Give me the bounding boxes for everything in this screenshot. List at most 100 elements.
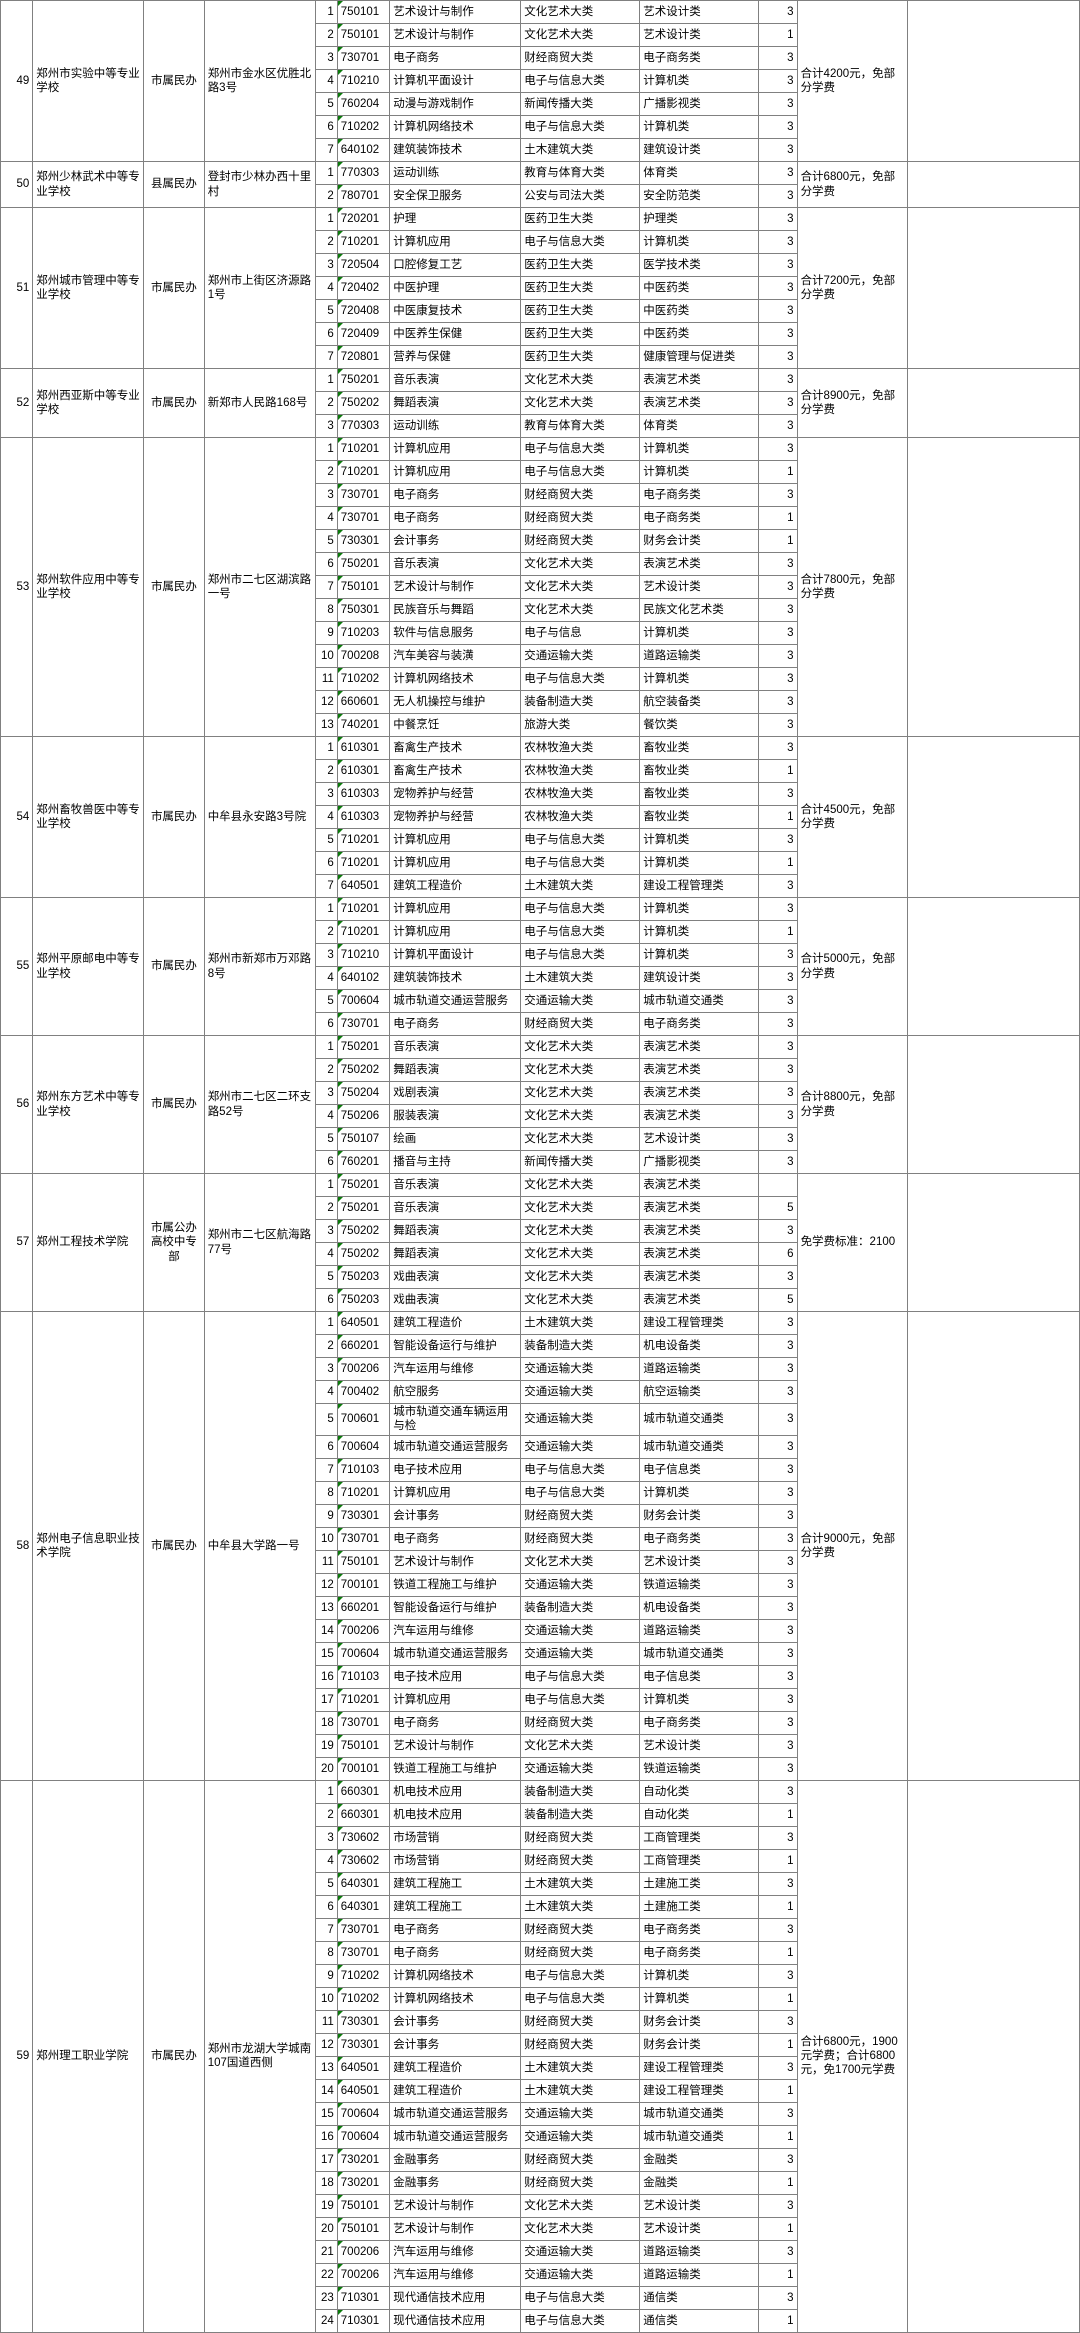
major-name: 艺术设计与制作 (389, 2216, 522, 2241)
major-name: 计算机应用 (389, 897, 522, 921)
major-big-category: 文化艺术大类 (520, 1196, 641, 1220)
major-category: 道路运输类 (639, 644, 760, 668)
major-duration-years: 3 (758, 1219, 798, 1243)
school-address: 中牟县大学路一号 (203, 1311, 316, 1781)
major-big-category: 财经商贸大类 (520, 2009, 641, 2034)
row-number: 50 (0, 161, 34, 208)
school-ownership-type: 县属民办 (143, 161, 205, 208)
major-name: 市场营销 (389, 1848, 522, 1873)
tuition-fee-standard: 合计8800元，免部分学费 (796, 1035, 909, 1174)
major-name: 计算机应用 (389, 851, 522, 875)
major-code: 710202 (336, 1963, 391, 1988)
major-category: 城市轨道交通类 (639, 1434, 760, 1459)
major-index: 18 (314, 2170, 338, 2195)
major-duration-years: 3 (758, 897, 798, 921)
school-address: 登封市少林办西十里村 (203, 161, 316, 208)
major-duration-years: 3 (758, 1503, 798, 1528)
major-index: 8 (314, 1940, 338, 1965)
major-name: 计算机网络技术 (389, 115, 522, 139)
major-big-category: 交通运输大类 (520, 1641, 641, 1666)
major-duration-years: 3 (758, 2285, 798, 2310)
major-code: 700601 (336, 1403, 391, 1436)
major-big-category: 农林牧渔大类 (520, 782, 641, 806)
major-code: 750101 (336, 575, 391, 599)
major-duration-years: 3 (758, 1526, 798, 1551)
major-index: 4 (314, 1848, 338, 1873)
school-ownership-type: 市属民办 (143, 437, 205, 737)
major-big-category: 文化艺术大类 (520, 23, 641, 47)
major-big-category: 电子与信息大类 (520, 1457, 641, 1482)
major-category: 电子商务类 (639, 1012, 760, 1036)
major-duration-years: 3 (758, 828, 798, 852)
major-index: 6 (314, 1150, 338, 1174)
major-category: 中医药类 (639, 322, 760, 346)
major-duration-years: 3 (758, 1434, 798, 1459)
table-row: 8 710201 计算机应用 电子与信息大类 计算机类 3 (1, 1480, 1080, 1505)
major-code: 710201 (336, 897, 391, 921)
major-duration-years: 3 (758, 1572, 798, 1597)
major-index: 6 (314, 1894, 338, 1919)
major-code: 710203 (336, 621, 391, 645)
major-big-category: 文化艺术大类 (520, 391, 641, 415)
major-category: 财务会计类 (639, 2009, 760, 2034)
major-category: 城市轨道交通类 (639, 2101, 760, 2126)
major-name: 计算机平面设计 (389, 69, 522, 93)
tuition-fee-standard: 合计9000元，免部分学费 (796, 1311, 909, 1781)
major-code: 750202 (336, 1242, 391, 1266)
major-index: 2 (314, 1058, 338, 1082)
major-duration-years: 1 (758, 529, 798, 553)
major-big-category: 教育与体育大类 (520, 414, 641, 438)
major-duration-years: 3 (758, 1403, 798, 1436)
major-index: 2 (314, 184, 338, 208)
table-row: 3 730602 市场营销 财经商贸大类 工商管理类 3 (1, 1825, 1080, 1850)
school-name: 郑州平原邮电中等专业学校 (32, 897, 145, 1036)
major-big-category: 文化艺术大类 (520, 1058, 641, 1082)
major-code: 710201 (336, 1480, 391, 1505)
major-duration-years: 3 (758, 1687, 798, 1712)
major-name: 艺术设计与制作 (389, 23, 522, 47)
major-duration-years: 1 (758, 1940, 798, 1965)
major-code: 710202 (336, 1986, 391, 2011)
major-duration-years: 3 (758, 782, 798, 806)
major-index: 17 (314, 1687, 338, 1712)
major-duration-years: 3 (758, 713, 798, 737)
major-index: 5 (314, 92, 338, 116)
major-name: 艺术设计与制作 (389, 1549, 522, 1574)
major-big-category: 电子与信息大类 (520, 1480, 641, 1505)
major-category: 计算机类 (639, 828, 760, 852)
major-big-category: 土木建筑大类 (520, 1311, 641, 1335)
school-address: 郑州市二七区二环支路52号 (203, 1035, 316, 1174)
major-category: 民族文化艺术类 (639, 598, 760, 622)
major-index: 18 (314, 1710, 338, 1735)
major-name: 建筑工程施工 (389, 1871, 522, 1896)
row-number: 52 (0, 368, 34, 438)
school-address: 郑州市新郑市万邓路8号 (203, 897, 316, 1036)
major-code: 700206 (336, 2262, 391, 2287)
major-big-category: 土木建筑大类 (520, 2078, 641, 2103)
major-index: 5 (314, 828, 338, 852)
major-category: 财务会计类 (639, 2032, 760, 2057)
major-index: 19 (314, 1733, 338, 1758)
major-code: 750101 (336, 0, 391, 24)
major-big-category: 文化艺术大类 (520, 1104, 641, 1128)
major-name: 建筑工程造价 (389, 2078, 522, 2103)
major-code: 750202 (336, 1058, 391, 1082)
major-big-category: 财经商贸大类 (520, 1848, 641, 1873)
major-index: 1 (314, 897, 338, 921)
major-big-category: 电子与信息大类 (520, 2285, 641, 2310)
major-big-category: 交通运输大类 (520, 1357, 641, 1381)
major-duration-years: 3 (758, 207, 798, 231)
major-big-category: 文化艺术大类 (520, 1173, 641, 1197)
major-index: 7 (314, 345, 338, 369)
major-index: 3 (314, 1825, 338, 1850)
major-index: 4 (314, 276, 338, 300)
major-category: 自动化类 (639, 1779, 760, 1804)
major-index: 7 (314, 874, 338, 898)
major-name: 无人机操控与维护 (389, 690, 522, 714)
major-duration-years: 3 (758, 1779, 798, 1804)
major-code: 750201 (336, 1035, 391, 1059)
major-name: 智能设备运行与维护 (389, 1334, 522, 1358)
major-big-category: 交通运输大类 (520, 2101, 641, 2126)
major-index: 4 (314, 1104, 338, 1128)
major-category: 工商管理类 (639, 1825, 760, 1850)
